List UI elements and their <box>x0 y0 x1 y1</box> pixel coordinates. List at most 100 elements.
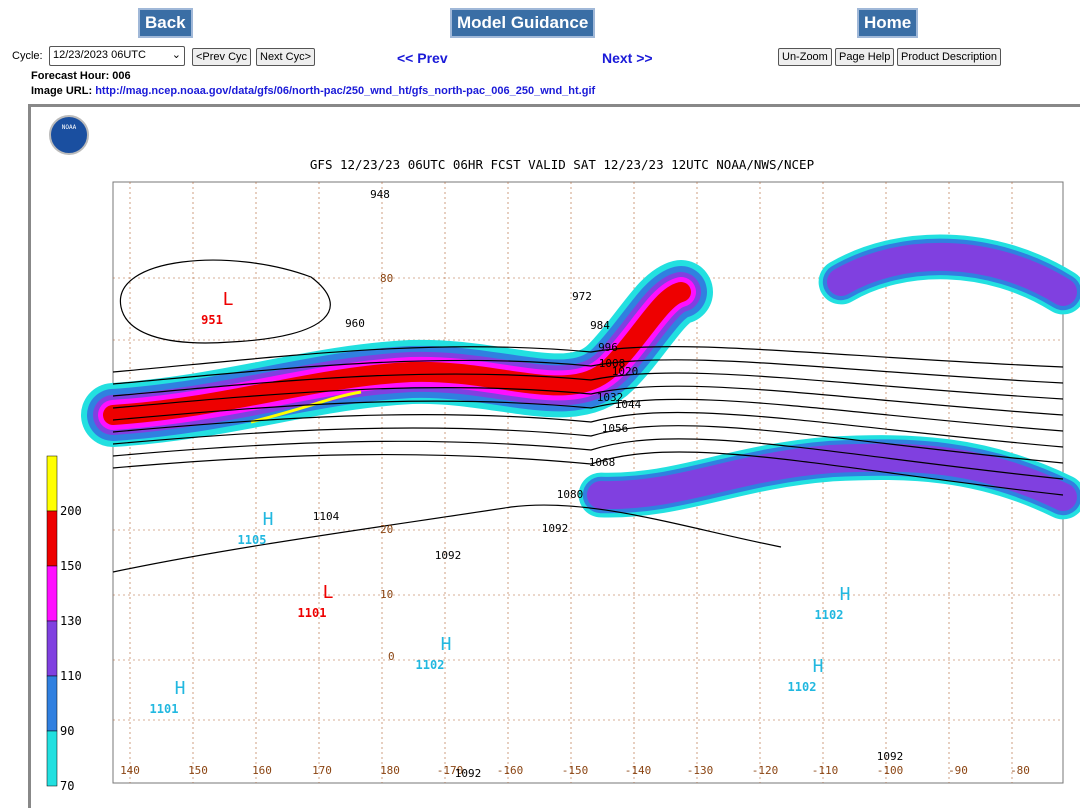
colorbar-swatch <box>46 455 58 512</box>
next-link[interactable]: Next >> <box>602 50 653 66</box>
contour-label: 1092 <box>542 522 569 535</box>
colorbar-label: 110 <box>60 669 82 683</box>
center-letter: H <box>441 634 452 655</box>
dropdown-arrow: ⌄ <box>171 49 181 61</box>
longitude-label: -150 <box>562 764 589 777</box>
center-letter: H <box>263 509 274 530</box>
cycle-select[interactable]: 12/23/2023 06UTC ⌄ <box>49 46 185 66</box>
center-letter: H <box>175 678 186 699</box>
longitude-label: -80 <box>1010 764 1030 777</box>
contour-label: 996 <box>598 341 618 354</box>
contour-label: 1092 <box>877 750 904 763</box>
home-button[interactable]: Home <box>857 8 919 38</box>
image-frame <box>28 104 1080 808</box>
height-contour <box>112 359 1064 385</box>
center-value: 1105 <box>238 533 267 547</box>
height-contour <box>112 451 1064 496</box>
longitude-label: -130 <box>687 764 714 777</box>
colorbar-swatch <box>46 510 58 567</box>
next-arrows: >> <box>636 50 653 66</box>
contour-label: 984 <box>590 319 610 332</box>
longitude-label: 170 <box>312 764 332 777</box>
prev-link[interactable]: << Prev <box>397 50 448 66</box>
longitude-label: -170 <box>437 764 464 777</box>
next-text: Next <box>602 50 633 66</box>
colorbar-swatch <box>46 730 58 787</box>
next-cycle-button[interactable]: Next Cyc> <box>256 48 316 66</box>
longitude-label: 180 <box>380 764 400 777</box>
center-letter: H <box>813 656 824 677</box>
contour-label: 1020 <box>612 365 639 378</box>
unzoom-button[interactable]: Un-Zoom <box>778 48 832 66</box>
guidance-button[interactable]: Model Guidance <box>450 8 596 38</box>
colorbar-label: 150 <box>60 559 82 573</box>
colorbar-swatch <box>46 565 58 622</box>
colorbar-label: 130 <box>60 614 82 628</box>
noaa-logo <box>49 115 89 155</box>
longitude-label: 160 <box>252 764 272 777</box>
height-contour <box>112 346 1064 373</box>
latitude-label: 0 <box>388 650 395 663</box>
contour-label: 948 <box>370 188 390 201</box>
jet-band <box>587 443 1077 511</box>
product-description-button[interactable]: Product Description <box>897 48 1001 66</box>
jet-core <box>250 390 362 424</box>
center-value: 1102 <box>815 608 844 622</box>
map-title: GFS 12/23/23 06UTC 06HR FCST VALID SAT 1… <box>310 157 814 172</box>
center-letter: H <box>840 584 851 605</box>
height-contour <box>112 411 1064 448</box>
forecast-hour: Forecast Hour: 006 <box>31 70 131 82</box>
height-contour <box>112 425 1064 464</box>
colorbar-label: 200 <box>60 504 82 518</box>
contour-label: 1092 <box>455 767 482 780</box>
colorbar-label: 90 <box>60 724 74 738</box>
center-letter: L <box>323 582 334 603</box>
colorbar-swatch <box>46 675 58 732</box>
contour-label: 1008 <box>599 357 626 370</box>
longitude-label: 150 <box>188 764 208 777</box>
latitude-label: 20 <box>380 523 393 536</box>
height-contour <box>112 385 1064 416</box>
contour-label: 960 <box>345 317 365 330</box>
latitude-label: 80 <box>380 272 393 285</box>
height-contour <box>112 372 1064 400</box>
colorbar-label: 70 <box>60 779 74 793</box>
colorbar-swatch <box>46 620 58 677</box>
latitude-label: 10 <box>380 588 393 601</box>
longitude-label: -120 <box>752 764 779 777</box>
longitude-label: -100 <box>877 764 904 777</box>
contour-label: 1044 <box>615 398 642 411</box>
center-value: 1102 <box>416 658 445 672</box>
center-value: 1101 <box>150 702 179 716</box>
contour-label: 1092 <box>435 549 462 562</box>
back-button[interactable]: Back <box>138 8 193 38</box>
longitude-label: -160 <box>497 764 524 777</box>
longitude-label: 140 <box>120 764 140 777</box>
center-value: 1101 <box>298 606 327 620</box>
contour-label: 1104 <box>313 510 340 523</box>
longitude-label: -110 <box>812 764 839 777</box>
height-contour <box>119 259 331 344</box>
contour-label: 1068 <box>589 456 616 469</box>
longitude-label: -140 <box>625 764 652 777</box>
height-contour <box>112 504 782 573</box>
jet-band <box>827 242 1077 306</box>
cycle-value: 12/23/2023 06UTC <box>53 49 146 61</box>
center-letter: L <box>223 289 234 310</box>
prev-cycle-button[interactable]: <Prev Cyc <box>192 48 252 66</box>
contour-label: 972 <box>572 290 592 303</box>
height-contour <box>112 438 1064 480</box>
logo-text: NOAA <box>62 124 77 131</box>
contour-label: 1080 <box>557 488 584 501</box>
page-help-button[interactable]: Page Help <box>835 48 895 66</box>
cycle-label: Cycle: <box>12 50 43 62</box>
longitude-label: -90 <box>948 764 968 777</box>
height-contour <box>112 398 1064 432</box>
image-url: Image URL: http://mag.ncep.noaa.gov/data… <box>31 85 595 97</box>
center-value: 1102 <box>788 680 817 694</box>
image-url-link[interactable]: http://mag.ncep.noaa.gov/data/gfs/06/nor… <box>95 85 596 97</box>
center-value: 951 <box>201 313 223 327</box>
contour-label: 1056 <box>602 422 629 435</box>
contour-label: 1032 <box>597 391 624 404</box>
